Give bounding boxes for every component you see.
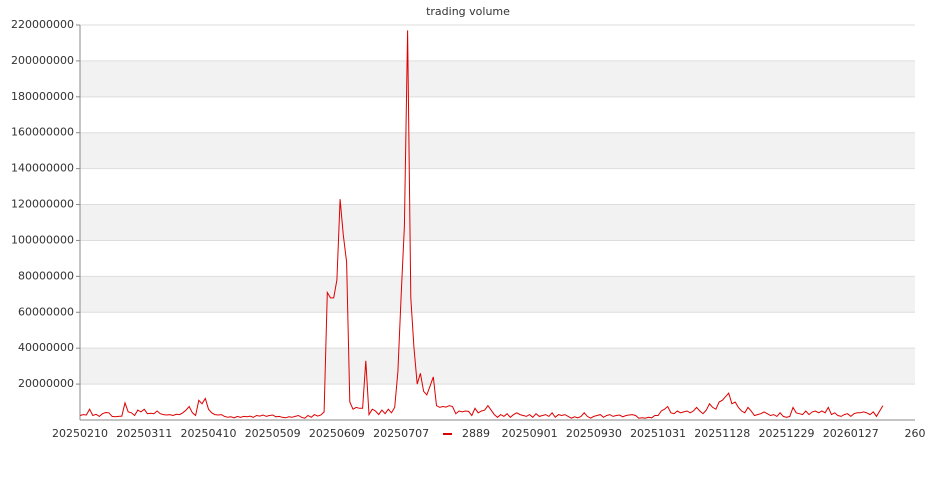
grid-band xyxy=(80,60,915,97)
y-tick-label: 100000000 xyxy=(11,233,74,246)
x-tick-label: 20250311 xyxy=(116,427,172,440)
y-tick-label: 180000000 xyxy=(11,90,74,103)
y-tick-label: 20000000 xyxy=(18,377,74,390)
y-tick-label: 40000000 xyxy=(18,341,74,354)
x-tick-label: 20251031 xyxy=(630,427,686,440)
grid-band xyxy=(80,204,915,241)
x-tick-label: 260 xyxy=(905,427,926,440)
y-tick-label: 160000000 xyxy=(11,126,74,139)
chart-title: trading volume xyxy=(426,5,510,18)
y-tick-label: 200000000 xyxy=(11,54,74,67)
legend-label: 2889 xyxy=(462,427,490,440)
x-tick-label: 20251128 xyxy=(694,427,750,440)
line-series xyxy=(79,30,884,419)
y-tick-label: 140000000 xyxy=(11,162,74,175)
x-tick-label: 20250707 xyxy=(373,427,429,440)
x-tick-label: 20251229 xyxy=(759,427,815,440)
grid-band xyxy=(80,348,915,385)
grid-band xyxy=(80,276,915,313)
x-tick-label: 20250901 xyxy=(502,427,558,440)
x-tick-label: 20260127 xyxy=(823,427,879,440)
x-tick-label: 20250410 xyxy=(180,427,236,440)
grid-band xyxy=(80,132,915,169)
x-tick-label: 20250210 xyxy=(52,427,108,440)
y-tick-label: 120000000 xyxy=(11,198,74,211)
y-tick-label: 60000000 xyxy=(18,305,74,318)
x-tick-label: 20250609 xyxy=(309,427,365,440)
legend-box xyxy=(438,426,498,442)
x-tick-label: 20250509 xyxy=(245,427,301,440)
y-tick-label: 80000000 xyxy=(18,269,74,282)
y-tick-label: 220000000 xyxy=(11,18,74,31)
x-tick-label: 20250930 xyxy=(566,427,622,440)
